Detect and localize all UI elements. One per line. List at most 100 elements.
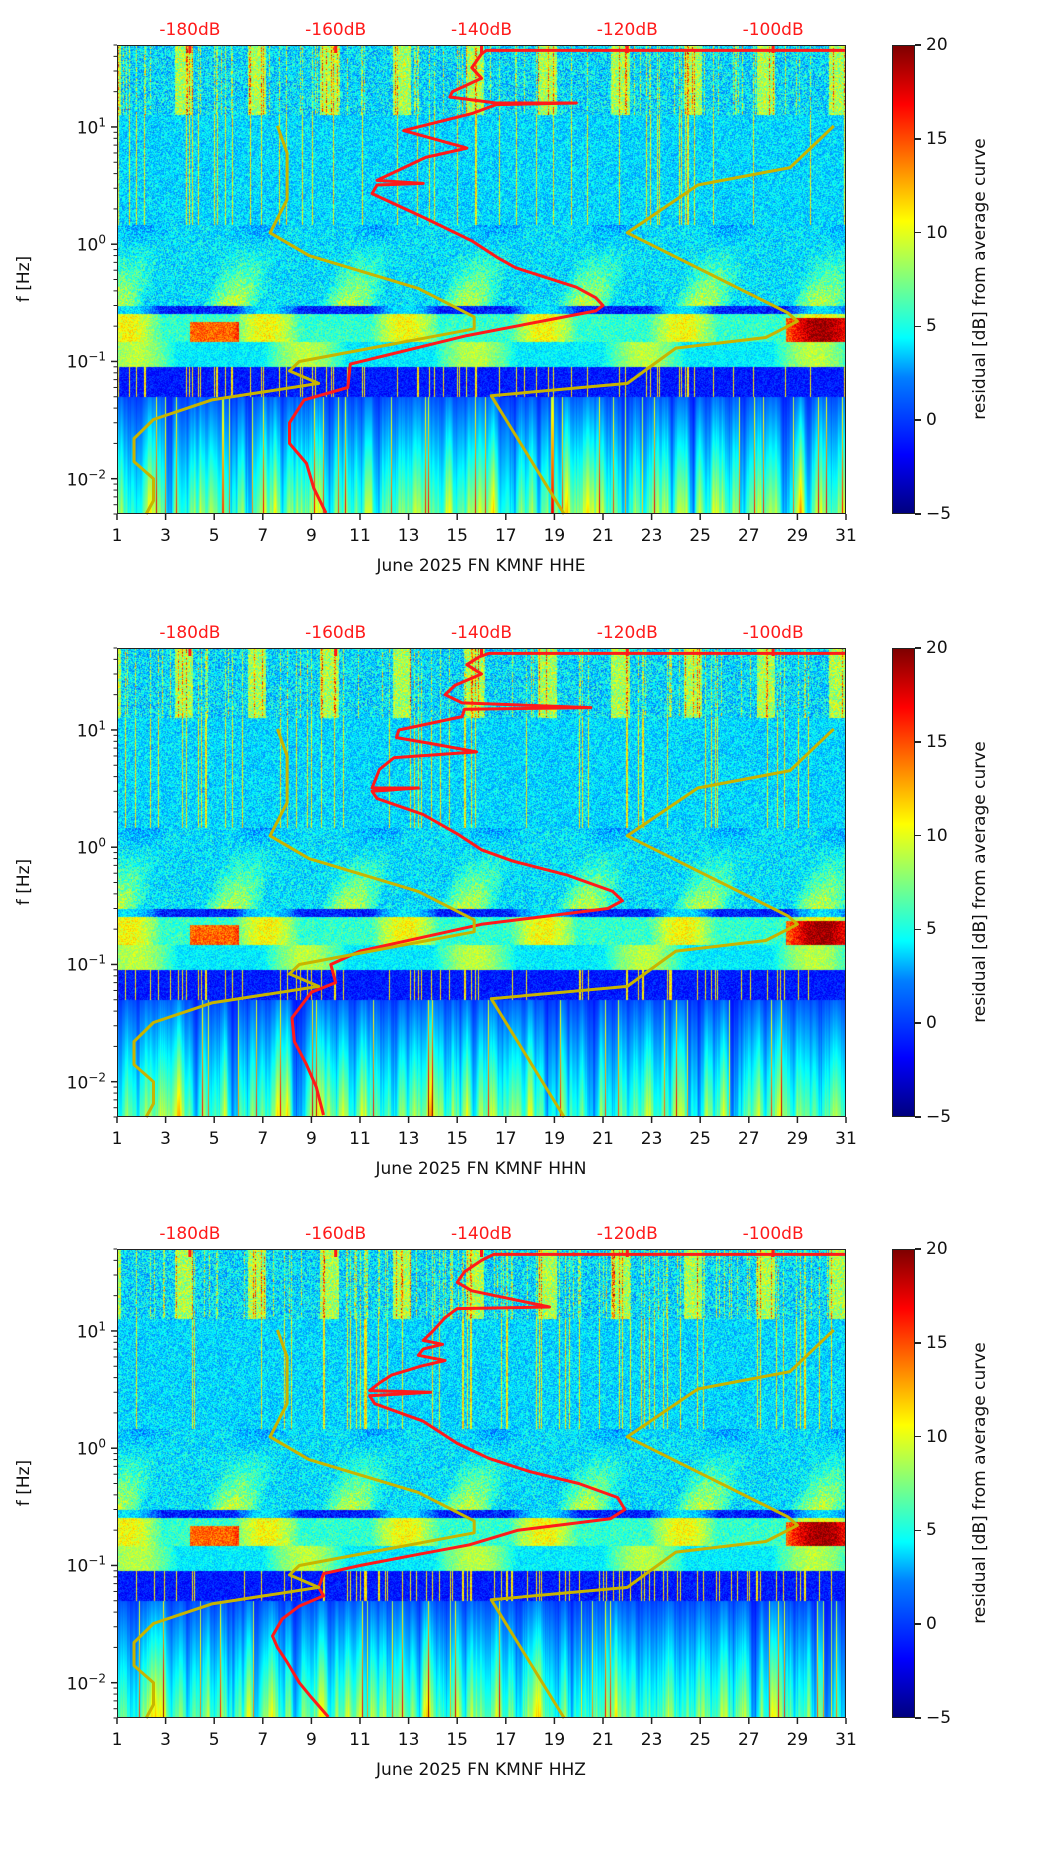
x-tick-label: 13 [397, 1730, 420, 1750]
colorbar-tick-label: 15 [926, 731, 948, 752]
x-tick-label: 29 [786, 1730, 809, 1750]
db-tick-mark [625, 45, 629, 53]
low-noise-model-line [132, 125, 476, 515]
x-tick-label: 7 [257, 526, 269, 546]
x-tick-label: 1 [111, 1129, 123, 1149]
x-tick-label: 17 [494, 1129, 517, 1149]
y-tick-base: 10 [66, 1556, 89, 1577]
colorbar-tick [915, 647, 921, 649]
y-tick-label: 10−2 [67, 1671, 106, 1694]
y-tick-label: 100 [77, 233, 106, 256]
high-noise-model-line [489, 1328, 835, 1719]
x-tick-label: 3 [160, 1730, 172, 1750]
x-tick-label: 19 [543, 526, 566, 546]
colorbar-tick [915, 325, 921, 328]
y-tick-exponent: 0 [98, 1436, 106, 1451]
y-tick-exponent: −1 [88, 349, 106, 364]
colorbar-tick [915, 44, 921, 46]
spectrogram-plot [111, 1248, 847, 1724]
y-tick-exponent: −2 [88, 1671, 106, 1686]
average-curve-line [288, 48, 846, 514]
low-noise-model-line [132, 1329, 476, 1719]
curves-overlay [111, 647, 847, 1123]
y-tick-exponent: 1 [98, 115, 106, 130]
y-axis-title: f [Hz] [14, 858, 34, 906]
y-tick-label: 10−1 [67, 350, 106, 373]
x-tick-label: 19 [543, 1129, 566, 1149]
db-axis-label: -160dB [305, 1224, 367, 1244]
high-noise-model-line [489, 727, 835, 1118]
x-tick-label: 19 [543, 1730, 566, 1750]
colorbar-tick-label: 5 [926, 919, 937, 940]
db-tick-mark [334, 45, 338, 53]
x-tick-label: 5 [208, 1730, 220, 1750]
db-axis-label: -180dB [159, 623, 221, 643]
x-tick-label: 25 [689, 526, 712, 546]
x-tick-label: 11 [349, 1730, 371, 1750]
y-tick-label: 10−1 [67, 953, 106, 976]
colorbar-tick-label: 20 [926, 638, 948, 658]
colorbar-tick-label: 10 [926, 1426, 948, 1447]
x-tick-label: 17 [494, 1730, 517, 1750]
db-tick-mark [625, 648, 629, 656]
y-tick-exponent: 1 [98, 1319, 106, 1334]
spectrogram-image [117, 648, 846, 1117]
y-tick-label: 101 [77, 1319, 106, 1342]
db-tick-mark [188, 648, 192, 656]
colorbar-tick [915, 1435, 921, 1438]
average-curve-line [290, 651, 846, 1116]
db-tick-mark [625, 1249, 629, 1257]
x-tick-label: 27 [737, 1129, 760, 1149]
db-tick-mark [771, 648, 775, 656]
spectrogram-plot [111, 647, 847, 1123]
colorbar-tick [915, 419, 921, 421]
db-tick-mark [188, 45, 192, 53]
spectrogram-image [117, 45, 846, 514]
y-tick-label: 10−2 [67, 1070, 106, 1093]
x-tick-label: 23 [640, 1129, 663, 1149]
colorbar-tick-label: 20 [926, 1239, 948, 1259]
colorbar-tick-label: 10 [926, 825, 948, 846]
db-tick-mark [334, 648, 338, 656]
db-tick-mark [480, 648, 483, 656]
db-axis-label: -140dB [450, 1224, 513, 1244]
panel-hhe: -180dB -160dB -140dB -120dB -100dB 1 3 5 7 9 11 13 1… [0, 20, 1052, 648]
colorbar-title: residual [dB] from average curve [970, 1342, 990, 1624]
y-tick-base: 10 [66, 1674, 89, 1695]
x-tick-label: 17 [494, 526, 517, 546]
x-axis-title: June 2025 FN KMNF HHN [375, 1159, 587, 1179]
db-axis-label: -100dB [742, 623, 804, 643]
y-tick-base: 10 [76, 1322, 99, 1343]
colorbar-tick [915, 1342, 921, 1344]
x-axis-title: June 2025 FN KMNF HHZ [376, 1760, 586, 1780]
x-tick-label: 29 [786, 526, 809, 546]
x-tick-label: 7 [257, 1129, 269, 1149]
y-tick-exponent: 0 [98, 835, 106, 850]
colorbar-tick [915, 1529, 921, 1532]
x-tick-label: 21 [592, 1129, 614, 1149]
x-tick-label: 23 [640, 1730, 663, 1750]
x-tick-label: 15 [446, 526, 469, 546]
colorbar-tick-label: 5 [926, 1520, 937, 1541]
colorbar-tick [915, 1248, 921, 1250]
colorbar-tick-label: 0 [926, 1013, 937, 1034]
x-tick-label: 1 [111, 1730, 123, 1750]
colorbar-tick-label: 20 [926, 35, 948, 55]
x-tick-label: 25 [689, 1129, 712, 1149]
x-tick-label: 27 [737, 1730, 760, 1750]
y-tick-label: 100 [77, 1437, 106, 1460]
colorbar-tick-label: 5 [926, 316, 937, 337]
x-tick-label: 27 [737, 526, 760, 546]
colorbar-tick-label: 0 [926, 410, 937, 431]
colorbar-tick-label: −5 [926, 1708, 952, 1728]
panel-hhz: -180dB -160dB -140dB -120dB -100dB 1 3 5 7 9 11 13 1… [0, 1224, 1052, 1852]
db-axis-label: -100dB [742, 1224, 804, 1244]
y-tick-label: 101 [77, 718, 106, 741]
colorbar-tick-label: −5 [926, 1107, 952, 1127]
x-tick-label: 9 [305, 526, 317, 546]
colorbar-tick-label: 15 [926, 1332, 948, 1353]
colorbar-tick [915, 1022, 921, 1024]
x-tick-label: 13 [397, 526, 420, 546]
db-axis-label: -180dB [159, 1224, 221, 1244]
colorbar-tick [915, 1116, 921, 1118]
